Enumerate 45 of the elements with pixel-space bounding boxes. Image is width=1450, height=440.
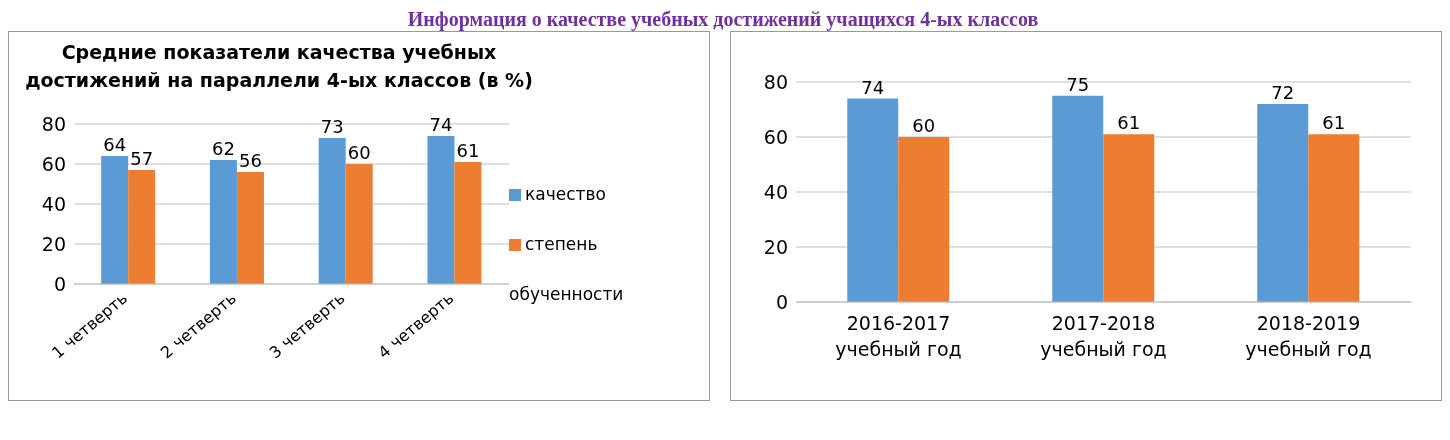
- text: степень обученности: [509, 234, 624, 304]
- y-tick-label: 60: [763, 125, 788, 148]
- data-label: 61: [1117, 112, 1141, 134]
- data-label: 75: [1066, 73, 1090, 95]
- y-tick-label: 40: [763, 180, 788, 203]
- y-tick-label: 40: [41, 192, 66, 215]
- chart-title: Средние показатели качества учебных достижений на параллели 4-ых классов (в %): [24, 40, 534, 93]
- data-label: 62: [211, 138, 235, 159]
- bar: [236, 172, 264, 284]
- bar: [1257, 104, 1309, 302]
- y-tick-label: 20: [41, 232, 66, 255]
- bar: [209, 160, 237, 284]
- y-tick-label: 80: [41, 112, 66, 135]
- bar: [427, 136, 455, 284]
- data-label: 60: [347, 142, 371, 163]
- data-label: 61: [456, 140, 480, 161]
- x-tick-label: 2018-2019 учебный год: [1245, 312, 1372, 360]
- bar: [345, 164, 373, 284]
- bar: [847, 98, 899, 302]
- bar: [318, 138, 346, 284]
- data-label: 74: [429, 114, 453, 135]
- bar: [1052, 95, 1104, 302]
- x-tick-label: 2017-2018 учебный год: [1040, 312, 1167, 360]
- bar: [101, 156, 129, 284]
- y-tick-label: 60: [41, 152, 66, 175]
- data-label: 61: [1322, 112, 1346, 134]
- y-tick-label: 20: [763, 235, 788, 258]
- data-label: 74: [861, 76, 885, 98]
- legend-label: качество: [525, 184, 606, 204]
- data-label: 60: [912, 115, 936, 136]
- bar: [1103, 134, 1155, 302]
- bar: [898, 137, 950, 302]
- data-label: 57: [130, 148, 154, 169]
- data-label: 56: [238, 150, 262, 171]
- data-label: 64: [103, 134, 127, 155]
- bar: [128, 170, 156, 284]
- y-tick-label: 0: [53, 272, 66, 295]
- y-tick-label: 80: [763, 70, 788, 93]
- x-tick-label: 2016-2017 учебный год: [835, 312, 962, 360]
- y-tick-label: 0: [775, 290, 788, 313]
- data-label: 72: [1271, 82, 1295, 103]
- text: Информация о качестве учебных достижений учащихся 4-ых классов: [406, 8, 1040, 31]
- data-label: 73: [320, 116, 344, 137]
- bar: [1308, 134, 1360, 302]
- bar: [454, 162, 482, 284]
